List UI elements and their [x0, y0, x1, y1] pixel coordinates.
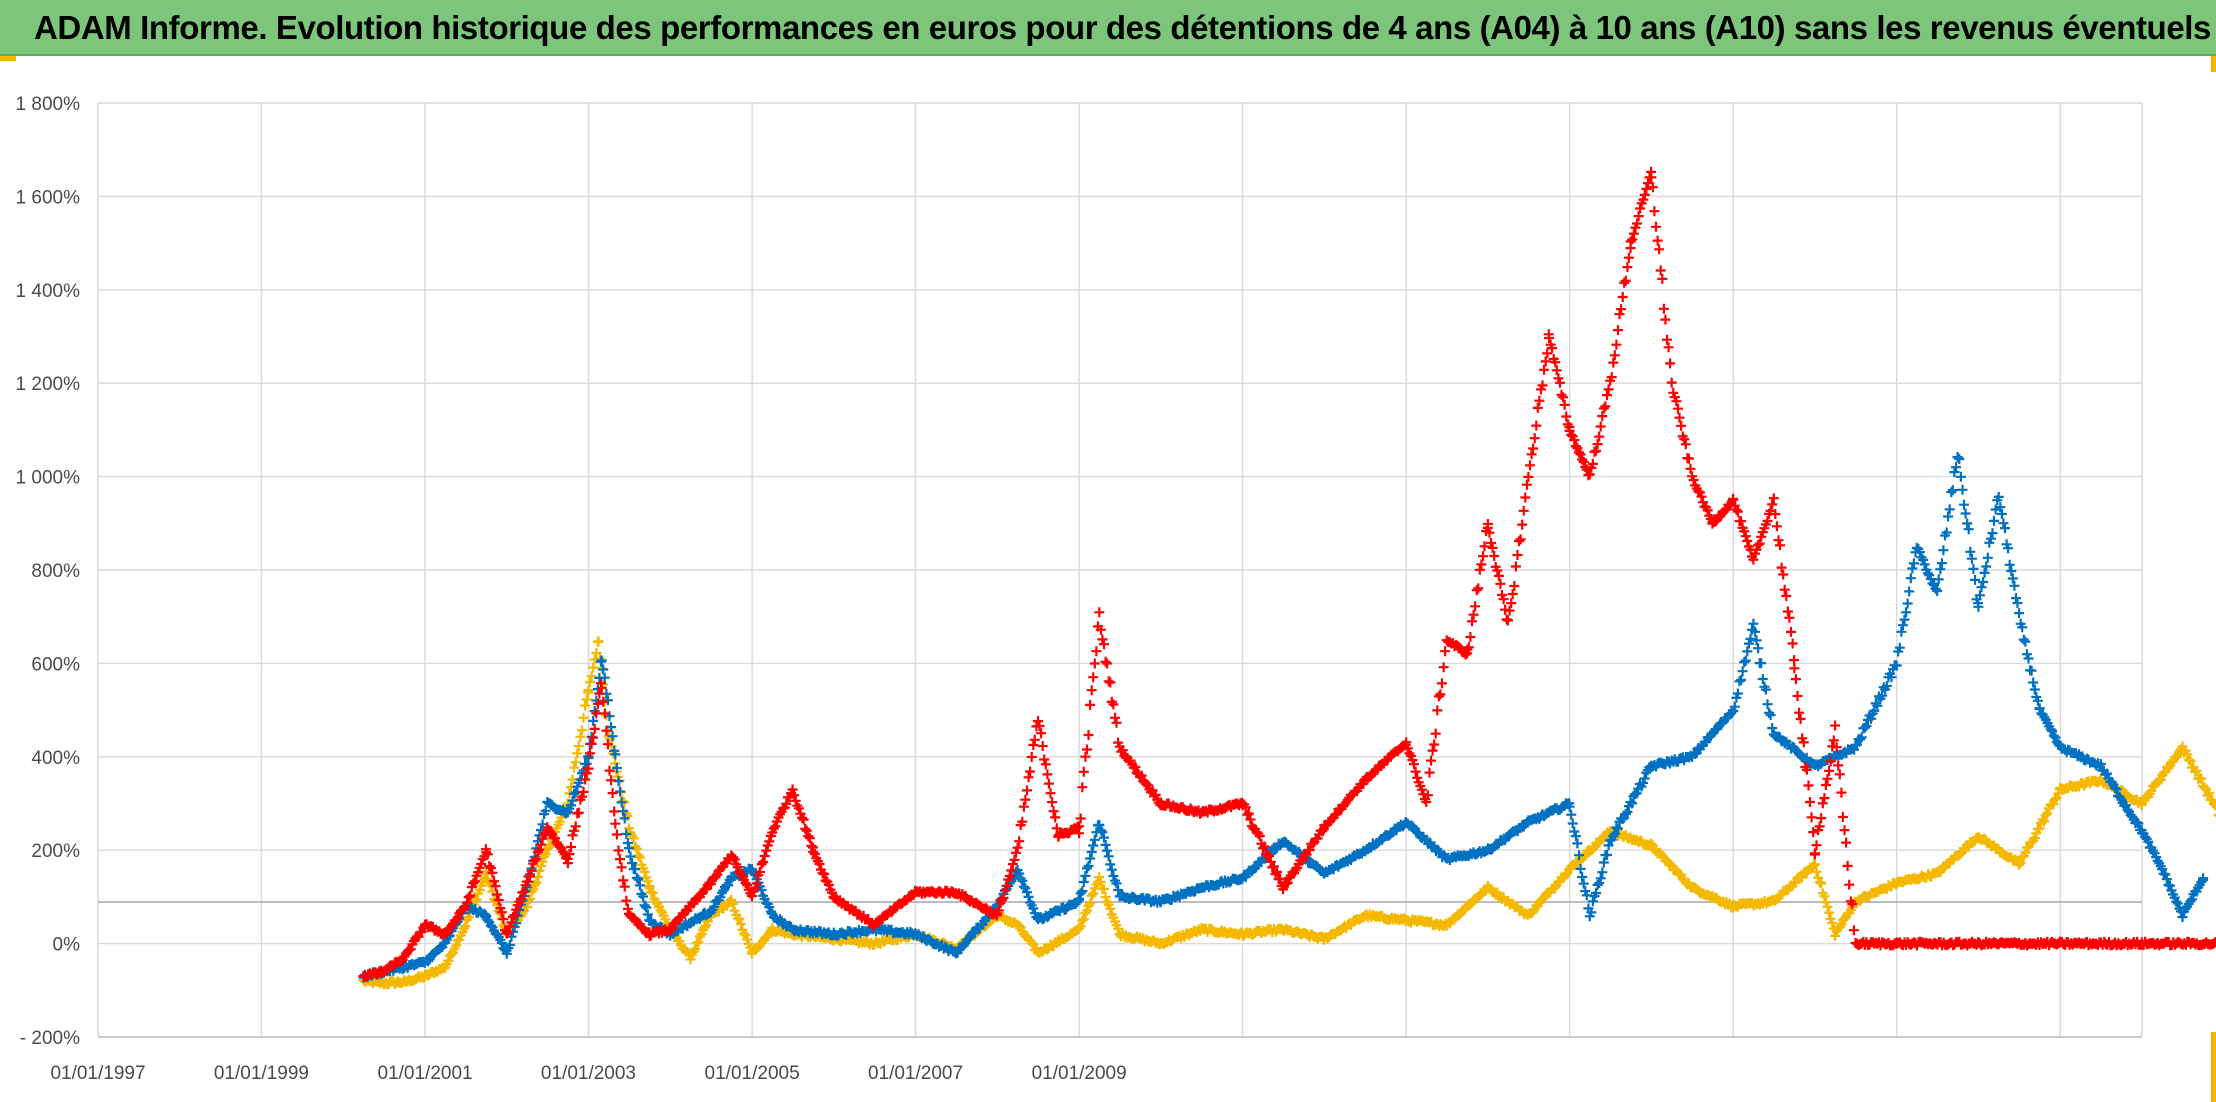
- y-tick-label: 200%: [31, 841, 80, 862]
- series-1: [358, 636, 2216, 990]
- chart-title: ADAM Informe. Evolution historique des p…: [34, 9, 2211, 46]
- series-2: [358, 452, 2209, 983]
- y-axis-ticks: 1 800% 1 600% 1 400% 1 200% 1 000% 800% 600% 40…: [16, 94, 81, 1049]
- corner-mark-top-right: [2211, 56, 2216, 72]
- corner-mark-bottom-right: [2211, 1032, 2216, 1102]
- title-bar: ADAM Informe. Evolution historique des p…: [0, 0, 2216, 56]
- y-tick-label: 400%: [31, 748, 80, 769]
- y-tick-label: 0%: [53, 935, 81, 956]
- x-tick-label: 01/01/2001: [378, 1063, 473, 1084]
- y-tick-label: 800%: [31, 561, 80, 582]
- x-tick-label: 01/01/1997: [50, 1063, 145, 1084]
- grid: [97, 102, 2143, 1038]
- y-tick-label: 1 000%: [16, 468, 81, 489]
- x-tick-label: 01/01/2007: [868, 1063, 963, 1084]
- x-tick-label: 01/01/2009: [1032, 1063, 1127, 1084]
- corner-mark-top-left: [0, 56, 16, 61]
- x-tick-label: 01/01/2005: [705, 1063, 800, 1084]
- data-points: [358, 166, 2216, 990]
- y-tick-label: 1 600%: [16, 187, 81, 208]
- series-1-markers: [358, 636, 2216, 990]
- x-axis-ticks: 01/01/1997 01/01/1999 01/01/2001 01/01/2003…: [50, 1063, 1126, 1084]
- series-3-markers: [358, 166, 2216, 982]
- series-3: [358, 166, 2216, 982]
- x-tick-label: 01/01/2003: [541, 1063, 636, 1084]
- series-2-markers: [358, 452, 2209, 983]
- x-tick-label: 01/01/1999: [214, 1063, 309, 1084]
- y-tick-label: 1 200%: [16, 374, 81, 395]
- y-tick-label: 1 400%: [16, 281, 81, 302]
- y-tick-label: - 200%: [20, 1028, 80, 1049]
- y-tick-label: 1 800%: [16, 94, 81, 115]
- y-tick-label: 600%: [31, 654, 80, 675]
